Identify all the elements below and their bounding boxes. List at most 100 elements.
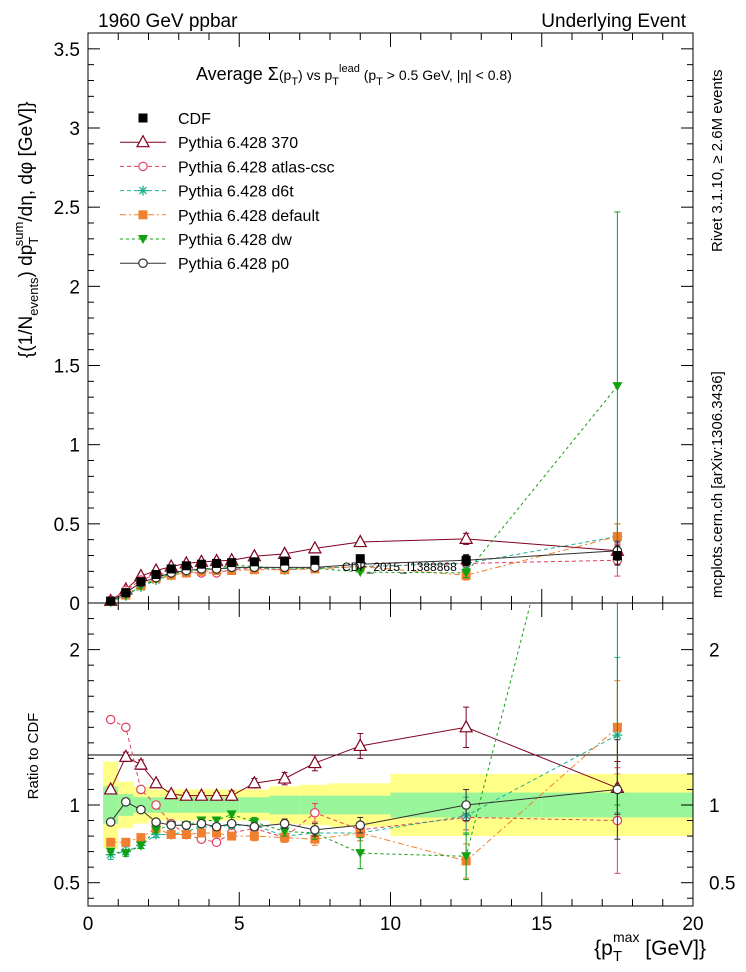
y-tick-label: 3 xyxy=(69,119,80,140)
mcplots-label: mcplots.cern.ch [arXiv:1306.3436] xyxy=(709,371,726,598)
x-tick-label: 15 xyxy=(531,914,552,935)
ratio-point xyxy=(166,820,176,830)
ratio-point xyxy=(310,807,320,818)
uncertainty-band-inner xyxy=(239,797,270,813)
data-point xyxy=(461,555,471,565)
ratio-point xyxy=(151,817,161,827)
data-point xyxy=(461,568,472,578)
ratio-point xyxy=(121,797,131,807)
legend-item: CDF xyxy=(138,111,211,128)
rivet-label: Rivet 3.1.10, ≥ 2.6M events xyxy=(709,70,726,253)
series-line xyxy=(110,385,618,603)
ratio-y-tick-label-right: 0.5 xyxy=(709,874,735,895)
ratio-y-tick-label: 2 xyxy=(69,641,80,662)
ratio-point xyxy=(310,825,320,835)
ratio-point xyxy=(105,714,116,725)
ratio-point xyxy=(149,775,164,789)
data-point xyxy=(355,568,366,578)
ratio-point xyxy=(151,825,162,835)
legend-item: Pythia 6.428 p0 xyxy=(120,256,289,273)
watermark: CDF_2015_I1388868 xyxy=(342,560,457,574)
main-plot: CDF_2015_I1388868 0 0.5 1 1.5 2 2.5 3 3.5 Avera… xyxy=(11,32,694,615)
data-point xyxy=(212,558,222,568)
legend-label: Pythia 6.428 dw xyxy=(178,232,292,249)
ratio-plot: 0.5 0.5 1 1 2 2 0 5 10 15 20 Ratio to CDF {pTmax … xyxy=(25,602,735,965)
data-point xyxy=(166,564,176,574)
ratio-point xyxy=(105,847,116,857)
legend-marker xyxy=(135,134,151,148)
uncertainty-band-inner xyxy=(193,797,209,813)
ratio-y-axis-label: Ratio to CDF xyxy=(25,713,42,800)
y-tick-label: 0 xyxy=(69,594,80,615)
x-tick-label: 5 xyxy=(234,914,245,935)
ratio-point xyxy=(179,787,194,801)
legend-marker xyxy=(138,235,148,244)
ratio-series-pythia-6-428-p0 xyxy=(105,739,623,840)
ratio-point xyxy=(612,784,623,795)
x-tick-label: 10 xyxy=(380,914,401,935)
legend-label: Pythia 6.428 default xyxy=(178,208,320,225)
legend-label: Pythia 6.428 d6t xyxy=(178,184,294,201)
ratio-point xyxy=(151,800,161,810)
data-point xyxy=(227,558,237,568)
ratio-point xyxy=(353,738,368,752)
ratio-point xyxy=(211,837,222,848)
uncertainty-band-inner xyxy=(209,797,225,813)
ratio-point xyxy=(211,816,222,826)
ratio-y-tick-label: 0.5 xyxy=(54,874,80,895)
ratio-y-tick-label-right: 2 xyxy=(709,641,720,662)
legend-marker xyxy=(138,113,148,123)
ratio-point xyxy=(461,800,471,810)
ratio-series-pythia-6-428-370 xyxy=(103,706,625,815)
data-point xyxy=(612,382,623,392)
ratio-point xyxy=(164,786,179,800)
series-cdf xyxy=(106,545,622,606)
main-y-axis-label: {(1/Nevents) dpTsum/dη, dφ [GeV]} xyxy=(11,102,41,358)
ratio-point xyxy=(196,818,207,829)
legend-marker xyxy=(138,185,148,196)
ratio-point xyxy=(106,837,116,847)
y-tick-label: 1 xyxy=(69,436,80,457)
ratio-line xyxy=(110,734,618,856)
data-point xyxy=(121,588,131,598)
ratio-point xyxy=(461,852,472,862)
ratio-point xyxy=(226,810,237,820)
ratio-point xyxy=(166,830,176,840)
legend-item: Pythia 6.428 370 xyxy=(120,134,298,152)
ratio-point xyxy=(105,817,116,827)
ratio-point xyxy=(249,831,259,841)
x-tick-label: 20 xyxy=(682,914,703,935)
legend: CDF Pythia 6.428 370 Pythia 6.428 atlas-cs… xyxy=(120,111,335,273)
legend-marker xyxy=(138,258,148,268)
ratio-point xyxy=(212,828,222,838)
star-stroke xyxy=(139,186,147,195)
process-label: Underlying Event xyxy=(541,11,686,32)
ratio-point xyxy=(279,827,290,837)
data-point xyxy=(280,556,290,566)
ratio-point xyxy=(227,831,237,841)
ratio-point xyxy=(118,749,133,762)
ratio-point xyxy=(226,818,237,829)
y-tick-label: 2.5 xyxy=(54,198,80,219)
ratio-y-tick-label: 1 xyxy=(69,796,80,817)
data-point xyxy=(612,551,622,560)
legend-marker xyxy=(138,210,148,220)
energy-label: 1960 GeV ppbar xyxy=(98,11,238,32)
ratio-point xyxy=(120,849,131,859)
ratio-point xyxy=(196,828,206,838)
y-tick-label: 1.5 xyxy=(54,357,80,378)
ratio-point xyxy=(247,775,262,789)
ratio-point xyxy=(135,841,146,851)
uncertainty-band-inner xyxy=(330,795,391,815)
ratio-point xyxy=(136,784,146,795)
ratio-point xyxy=(136,833,146,843)
uncertainty-band-inner xyxy=(163,797,179,813)
ratio-point xyxy=(121,722,131,733)
ratio-point xyxy=(355,820,366,830)
ratio-point xyxy=(307,755,322,769)
ratio-point xyxy=(133,756,148,770)
ratio-point xyxy=(181,820,192,830)
ratio-point xyxy=(355,849,366,859)
ratio-point xyxy=(249,821,260,832)
ratio-point xyxy=(459,719,474,733)
